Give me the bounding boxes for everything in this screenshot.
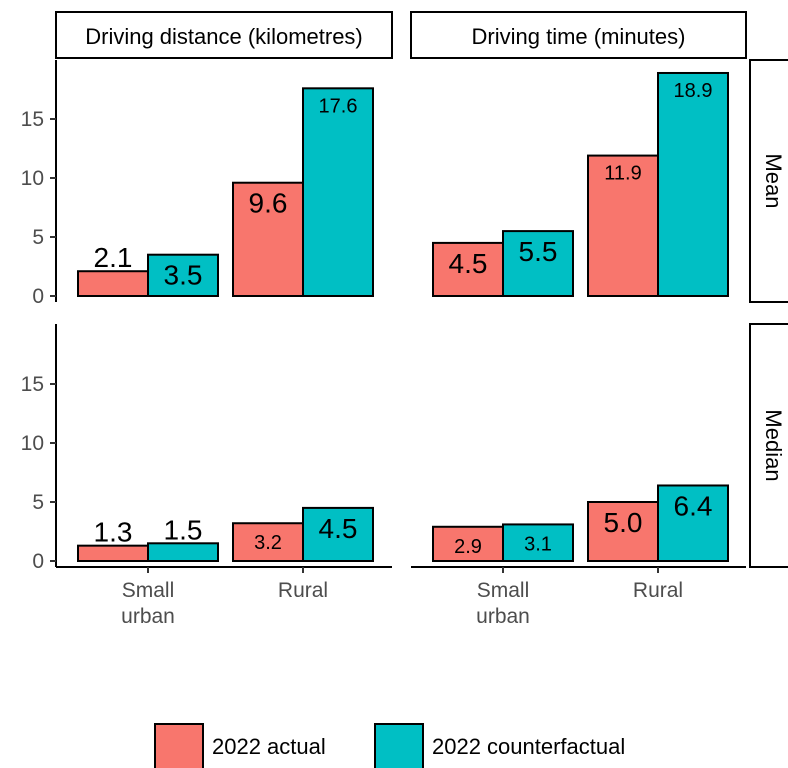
data-label: 2.1 [94,242,133,273]
strip-top-label: Driving distance (kilometres) [85,24,363,49]
y-tick-label: 10 [21,167,44,190]
data-label: 4.5 [449,248,488,279]
y-tick-label: 15 [21,108,44,131]
strip-right-box [749,323,788,568]
data-label: 1.5 [164,514,203,545]
data-label: 18.9 [674,80,713,102]
bar [77,270,149,298]
panel-mean-time: 4.5 5.5 11.9 18.9 [432,71,729,298]
data-label: 17.6 [319,95,358,117]
strip-top-box [410,11,747,59]
y-tick-label: 5 [32,226,44,249]
x-tick-label: Rural [278,579,328,602]
y-tick-label: 0 [32,550,44,573]
bar [502,523,574,562]
bar [657,71,729,298]
x-tick-label: urban [121,605,175,628]
y-tick-label: 5 [32,491,44,514]
strip-top-1: Driving distance (kilometres) [55,11,393,59]
strip-top-label: Driving time (minutes) [472,24,686,49]
bar [147,542,219,562]
legend: 2022 actual 2022 counterfactual [154,723,625,768]
bar [432,525,504,563]
x-tick-label: Rural [633,579,683,602]
legend-key [154,723,204,768]
y-tick-label: 10 [21,432,44,455]
x-tick-label: Small [122,579,175,602]
data-label: 3.1 [524,533,552,555]
x-tick-label: Small [477,579,530,602]
strip-top-2: Driving time (minutes) [410,11,747,59]
data-label: 9.6 [249,188,288,219]
strip-right-box [749,59,788,303]
strip-right-median: Median [749,323,788,568]
data-label: 11.9 [604,163,641,185]
panel-median-time: 2.9 3.1 5.0 6.4 [432,484,729,563]
x-tick-label: urban [476,605,530,628]
bar [302,506,374,562]
legend-label: 2022 actual [212,734,326,759]
bar [232,522,304,562]
panel-median-distance: 1.3 1.5 3.2 4.5 [77,506,374,562]
strip-right-mean: Mean [749,59,788,303]
strip-right-label: Mean [761,153,786,208]
bar [657,484,729,563]
bar [147,253,219,297]
y-tick-label: 15 [21,373,44,396]
bar [302,87,374,297]
strip-right-label: Median [761,409,786,481]
bar [77,544,149,562]
y-tick-label: 0 [32,285,44,308]
data-label: 6.4 [674,490,713,521]
bar [502,230,574,298]
data-label: 3.2 [254,532,282,554]
legend-key [374,723,424,768]
data-label: 5.0 [604,507,643,538]
data-label: 1.3 [94,517,133,548]
panel-mean-distance: 2.1 3.5 9.6 17.6 [77,87,374,298]
legend-label: 2022 counterfactual [432,734,625,759]
data-label: 3.5 [164,260,203,291]
data-label: 5.5 [519,236,558,267]
strip-top-box [55,11,393,59]
data-label: 4.5 [319,513,358,544]
data-label: 2.9 [454,536,482,558]
